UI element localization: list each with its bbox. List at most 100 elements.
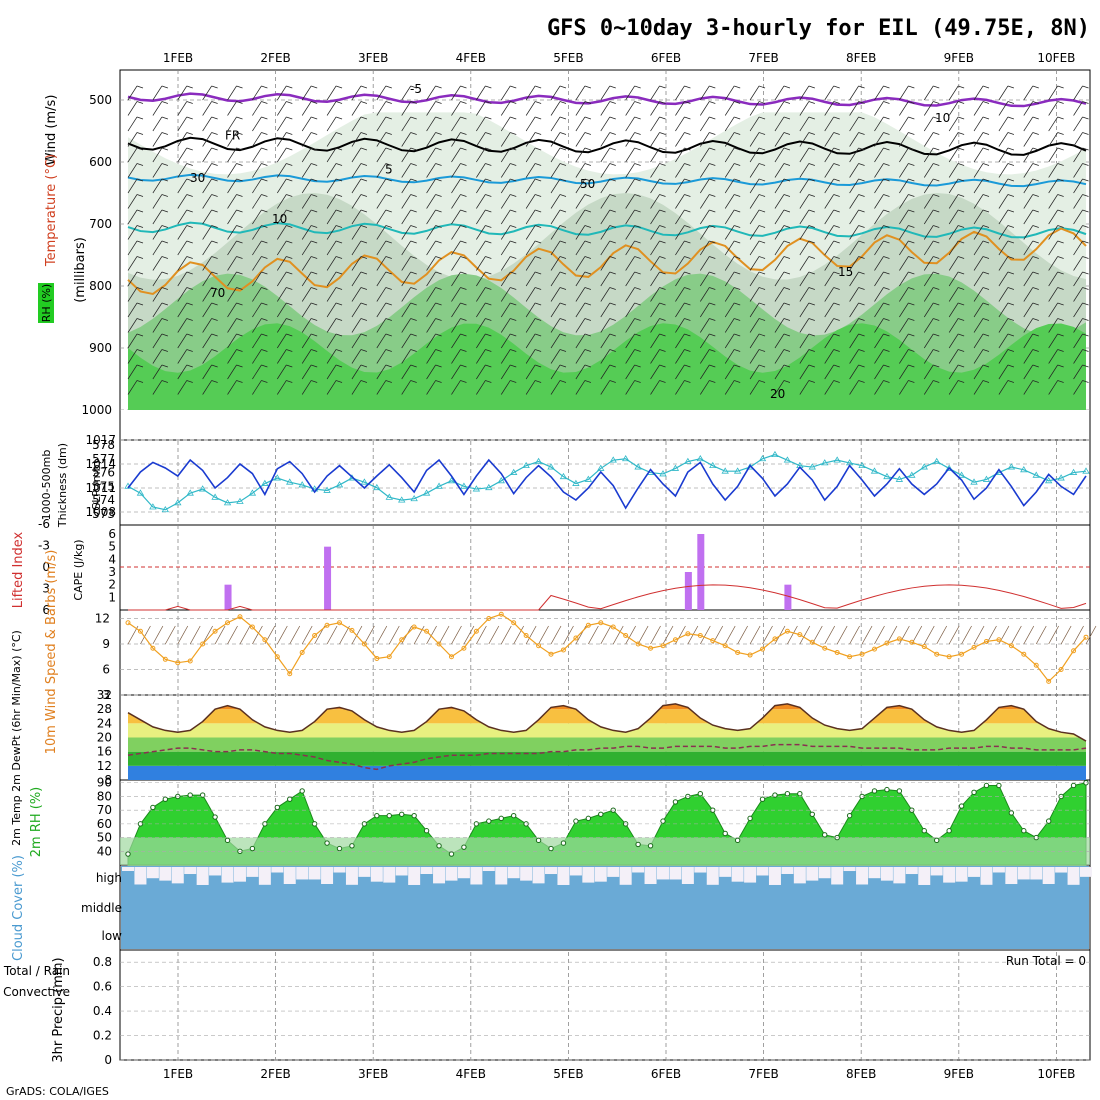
thickness-point <box>186 489 194 496</box>
wind-barb-flag <box>1057 256 1064 259</box>
wind-barb-flag <box>634 194 641 197</box>
thickness-point <box>684 457 692 464</box>
wind-barb-flag <box>709 194 716 197</box>
wind-barb-flag <box>609 194 616 197</box>
wind-speed-point <box>660 643 666 649</box>
thickness-point <box>373 483 381 491</box>
wind-barb-flag <box>236 85 243 89</box>
wind-barb <box>849 256 859 271</box>
wind-barb <box>849 85 859 101</box>
wind-barb-flag <box>709 147 716 151</box>
wind-barb-flag <box>211 163 218 166</box>
wind-barb <box>451 287 461 302</box>
wind-barb-flag <box>460 287 467 290</box>
wind-barb <box>973 116 984 132</box>
high-cloud-gap <box>930 867 943 876</box>
wind-barb <box>451 240 461 256</box>
wind-barb <box>1023 318 1034 333</box>
high-cloud-gap <box>146 867 159 879</box>
wind-speed-point <box>511 620 517 626</box>
wind-barb-flag <box>136 194 144 197</box>
wind-barb <box>202 333 212 349</box>
wind-barb-flag <box>510 132 517 135</box>
rh2m-point <box>846 812 853 819</box>
wind-barb-flag <box>833 240 840 244</box>
wind-barb <box>849 271 859 287</box>
wind-barb-flag <box>958 101 965 104</box>
cape-bar <box>697 534 705 610</box>
wind-barb <box>998 333 1009 349</box>
thickness-point <box>447 477 456 484</box>
wind-barb <box>1048 132 1058 147</box>
wind-barb-flag <box>535 209 542 213</box>
wind-barb <box>625 194 635 209</box>
wind-barb <box>948 333 959 349</box>
wind-barb-flag <box>510 147 517 151</box>
wind-barb <box>413 625 425 645</box>
wind-barb <box>277 178 287 194</box>
wind-barb <box>824 318 835 333</box>
wind-barb-flag <box>311 116 318 120</box>
wind-barb-flag <box>236 194 243 197</box>
wind-barb-flag <box>659 209 666 213</box>
wind-barb <box>550 163 561 178</box>
high-cloud-gap <box>209 867 222 876</box>
wind-barb <box>625 116 635 132</box>
wind-barb-flag <box>908 302 915 306</box>
wind-barb-flag <box>883 178 890 182</box>
wind-barb-flag <box>1032 349 1039 352</box>
wind-barb-flag <box>808 209 815 213</box>
wind-barb-flag <box>460 101 467 104</box>
wind-barb-flag <box>833 116 840 120</box>
thickness-point <box>522 461 530 469</box>
wind-barb <box>948 85 959 101</box>
wind-barb-flag <box>286 271 293 275</box>
wind-barb <box>525 132 536 147</box>
wind-axis-label: Wind (m/s) <box>44 95 59 166</box>
wind-barb <box>351 318 362 333</box>
wind-barb <box>675 178 685 194</box>
wind-barb <box>849 240 859 256</box>
wind-barb <box>625 287 635 302</box>
high-cloud-gap <box>843 867 856 872</box>
wind-barb <box>252 380 262 395</box>
wind-barb <box>500 349 511 364</box>
wind-barb <box>998 132 1009 147</box>
wind-barb <box>1023 625 1035 645</box>
wind-barb <box>874 380 884 395</box>
wind-barb <box>774 225 785 240</box>
wind-barb-flag <box>734 116 741 120</box>
wind-barb-flag <box>634 287 641 290</box>
wind-barb <box>252 240 262 256</box>
wind-barb-flag <box>335 163 343 166</box>
wind-barb-flag <box>311 209 318 213</box>
wind-barb-flag <box>709 101 716 104</box>
high-cloud-gap <box>607 867 620 877</box>
wind-barb <box>675 225 685 240</box>
wind-barb-flag <box>833 349 840 352</box>
wind-barb <box>724 132 735 147</box>
wind-barb-flag <box>236 101 243 104</box>
wind-barb <box>899 85 909 101</box>
wind-barb-flag <box>1082 132 1089 135</box>
wind-speed-point <box>996 637 1002 643</box>
wind-barb-flag <box>1057 364 1064 368</box>
wind-barb <box>998 302 1009 318</box>
pressure-tick-label: 500 <box>89 93 112 107</box>
wind-barb-flag <box>236 318 243 321</box>
wind-barb <box>973 349 984 364</box>
wind-barb <box>948 116 959 132</box>
rh2m-point <box>399 811 405 817</box>
wind-barb <box>326 256 337 271</box>
wind-barb-flag <box>808 380 815 383</box>
wind-barb <box>948 287 959 302</box>
wind-barb-flag <box>833 380 840 383</box>
isotherm-minus5 <box>127 92 1087 108</box>
wind-barb-flag <box>286 178 293 182</box>
wind-barb-flag <box>1057 209 1064 213</box>
wind-barb <box>513 625 524 645</box>
wind-barb <box>227 240 237 256</box>
wind-barb-flag <box>136 85 144 89</box>
high-cloud-gap <box>333 867 346 873</box>
